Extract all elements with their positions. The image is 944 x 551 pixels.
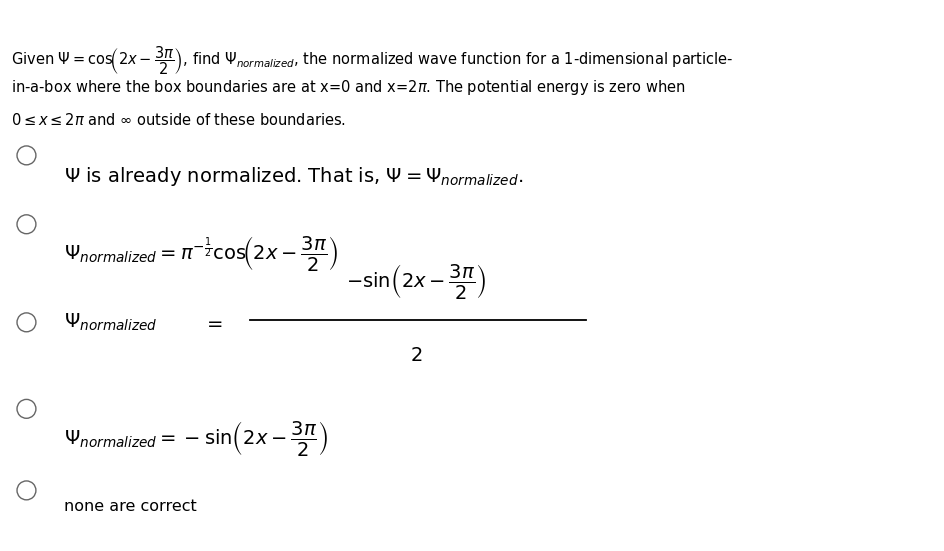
Text: $2$: $2$ [409,346,422,365]
Ellipse shape [17,313,36,332]
Text: none are correct: none are correct [64,499,196,514]
Text: $\Psi_{\mathit{normalized}}$: $\Psi_{\mathit{normalized}}$ [64,312,158,333]
Text: Given $\Psi = \mathrm{cos}\!\left(2x - \dfrac{3\pi}{2}\right)$, find $\Psi_{\mat: Given $\Psi = \mathrm{cos}\!\left(2x - \… [11,44,733,77]
Ellipse shape [17,481,36,500]
Text: $\Psi$ is already normalized. That is, $\Psi = \Psi_{\mathit{normalized}}.$: $\Psi$ is already normalized. That is, $… [64,165,523,188]
Ellipse shape [17,399,36,418]
Text: $=$: $=$ [203,313,223,332]
Text: $-\sin\!\left(2x - \dfrac{3\pi}{2}\right)$: $-\sin\!\left(2x - \dfrac{3\pi}{2}\right… [346,262,485,300]
Ellipse shape [17,215,36,234]
Text: $0 \leq x \leq 2\pi$ and $\infty$ outside of these boundaries.: $0 \leq x \leq 2\pi$ and $\infty$ outsid… [11,112,346,128]
Text: in-a-box where the box boundaries are at x=0 and x=2$\pi$. The potential energy : in-a-box where the box boundaries are at… [11,78,685,97]
Text: $\Psi_{\mathit{normalized}} = -\sin\!\left(2x - \dfrac{3\pi}{2}\right)$: $\Psi_{\mathit{normalized}} = -\sin\!\le… [64,419,328,458]
Ellipse shape [17,146,36,165]
Text: $\Psi_{\mathit{normalized}} = \pi^{-\frac{1}{2}}\mathrm{cos}\!\left(2x - \dfrac{: $\Psi_{\mathit{normalized}} = \pi^{-\fra… [64,234,338,273]
